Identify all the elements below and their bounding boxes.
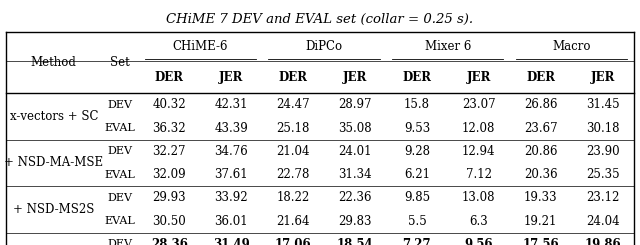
Text: DER: DER [403, 71, 431, 84]
Text: 17.56: 17.56 [522, 238, 559, 245]
Text: 23.12: 23.12 [586, 191, 620, 204]
Text: 18.22: 18.22 [276, 191, 310, 204]
Text: 36.01: 36.01 [214, 215, 248, 228]
Text: 7.12: 7.12 [466, 168, 492, 181]
Text: JER: JER [467, 71, 491, 84]
Text: 24.04: 24.04 [586, 215, 620, 228]
Text: 23.67: 23.67 [524, 122, 557, 135]
Text: 26.86: 26.86 [524, 98, 557, 111]
Text: x-vectors + SC: x-vectors + SC [10, 110, 98, 123]
Text: 24.47: 24.47 [276, 98, 310, 111]
Text: + NSD-MS2S: + NSD-MS2S [13, 203, 95, 216]
Text: 28.36: 28.36 [151, 238, 188, 245]
Text: DEV: DEV [107, 193, 132, 203]
Text: 37.61: 37.61 [214, 168, 248, 181]
Text: 43.39: 43.39 [214, 122, 248, 135]
Text: 9.28: 9.28 [404, 145, 430, 158]
Text: DEV: DEV [107, 146, 132, 156]
Text: 12.08: 12.08 [462, 122, 495, 135]
Text: 12.94: 12.94 [462, 145, 495, 158]
Text: 31.49: 31.49 [212, 238, 250, 245]
Text: Mixer 6: Mixer 6 [425, 40, 471, 53]
Text: DER: DER [526, 71, 556, 84]
Text: 13.08: 13.08 [462, 191, 495, 204]
Text: 22.78: 22.78 [276, 168, 310, 181]
Text: 33.92: 33.92 [214, 191, 248, 204]
Text: EVAL: EVAL [104, 123, 135, 133]
Text: 21.04: 21.04 [276, 145, 310, 158]
Text: 9.85: 9.85 [404, 191, 430, 204]
Text: 19.33: 19.33 [524, 191, 557, 204]
Text: Set: Set [110, 56, 129, 69]
Text: 25.18: 25.18 [276, 122, 310, 135]
Text: DER: DER [155, 71, 184, 84]
Text: CHiME-6: CHiME-6 [172, 40, 228, 53]
Text: 35.08: 35.08 [338, 122, 372, 135]
Text: 19.21: 19.21 [524, 215, 557, 228]
Text: 6.21: 6.21 [404, 168, 430, 181]
Text: DEV: DEV [107, 239, 132, 245]
Text: 28.97: 28.97 [338, 98, 372, 111]
Text: 29.83: 29.83 [338, 215, 372, 228]
Text: Macro: Macro [552, 40, 591, 53]
Text: CHiME 7 DEV and EVAL set (collar = 0.25 s).: CHiME 7 DEV and EVAL set (collar = 0.25 … [166, 13, 474, 26]
Text: 23.90: 23.90 [586, 145, 620, 158]
Text: 22.36: 22.36 [338, 191, 372, 204]
Text: 32.09: 32.09 [152, 168, 186, 181]
Text: DEV: DEV [107, 100, 132, 110]
Text: 31.45: 31.45 [586, 98, 620, 111]
Text: DiPCo: DiPCo [305, 40, 342, 53]
Text: 32.27: 32.27 [152, 145, 186, 158]
Text: 17.06: 17.06 [275, 238, 311, 245]
Text: JER: JER [591, 71, 615, 84]
Text: 15.8: 15.8 [404, 98, 430, 111]
Text: 34.76: 34.76 [214, 145, 248, 158]
Text: 9.53: 9.53 [404, 122, 430, 135]
Text: 24.01: 24.01 [338, 145, 372, 158]
Text: Method: Method [31, 56, 77, 69]
Text: 19.86: 19.86 [584, 238, 621, 245]
Text: 23.07: 23.07 [462, 98, 495, 111]
Text: 29.93: 29.93 [152, 191, 186, 204]
Text: 5.5: 5.5 [408, 215, 426, 228]
Text: 21.64: 21.64 [276, 215, 310, 228]
Text: JER: JER [343, 71, 367, 84]
Text: EVAL: EVAL [104, 216, 135, 226]
Text: 40.32: 40.32 [152, 98, 186, 111]
Text: 25.35: 25.35 [586, 168, 620, 181]
Text: DER: DER [278, 71, 308, 84]
Text: + NSD-MA-MSE: + NSD-MA-MSE [4, 156, 103, 170]
Text: 6.3: 6.3 [469, 215, 488, 228]
Text: 31.34: 31.34 [338, 168, 372, 181]
Text: 20.36: 20.36 [524, 168, 557, 181]
Text: 42.31: 42.31 [214, 98, 248, 111]
Text: 7.27: 7.27 [403, 238, 431, 245]
Text: 36.32: 36.32 [152, 122, 186, 135]
Text: 9.56: 9.56 [465, 238, 493, 245]
Text: JER: JER [219, 71, 243, 84]
Text: EVAL: EVAL [104, 170, 135, 180]
Text: 30.18: 30.18 [586, 122, 620, 135]
Text: 30.50: 30.50 [152, 215, 186, 228]
Text: 18.54: 18.54 [337, 238, 373, 245]
Text: 20.86: 20.86 [524, 145, 557, 158]
